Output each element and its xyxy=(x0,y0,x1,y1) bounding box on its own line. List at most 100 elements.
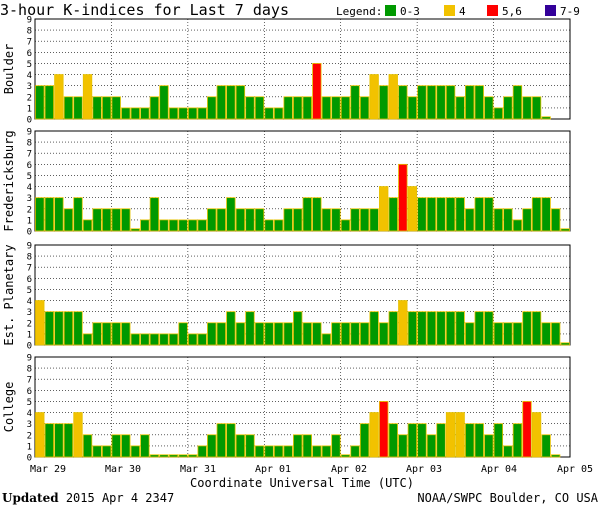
bar-1-32 xyxy=(340,219,351,232)
bar-0-3 xyxy=(63,96,74,120)
bar-2-33 xyxy=(350,322,360,346)
bar-1-29 xyxy=(312,197,322,232)
y-tick-label: 6 xyxy=(27,275,32,285)
bar-2-23 xyxy=(254,322,265,346)
bar-2-42 xyxy=(436,311,446,346)
panel-frame-3 xyxy=(34,356,571,458)
bar-3-15 xyxy=(178,454,188,458)
x-tick-label: Mar 30 xyxy=(105,464,141,475)
x-tick-label: Apr 05 xyxy=(557,464,593,475)
updated-timestamp: Updated 2015 Apr 4 2347 xyxy=(2,490,174,506)
bar-1-9 xyxy=(121,208,131,232)
y-tick-label: 6 xyxy=(27,49,32,59)
bar-3-42 xyxy=(436,423,446,458)
bar-1-43 xyxy=(445,197,456,232)
bar-0-4 xyxy=(73,96,83,120)
bar-1-21 xyxy=(235,208,246,232)
bar-0-48 xyxy=(493,107,504,120)
bar-1-17 xyxy=(197,219,207,232)
bar-2-12 xyxy=(149,333,160,346)
bar-3-32 xyxy=(340,454,351,458)
x-tick-label: Apr 01 xyxy=(255,464,291,475)
bar-1-12 xyxy=(149,197,160,232)
bar-0-40 xyxy=(417,85,427,120)
y-tick-label: 2 xyxy=(27,205,32,215)
bar-1-6 xyxy=(92,208,102,232)
bar-1-35 xyxy=(369,208,379,232)
panel-label: Boulder xyxy=(2,44,16,95)
y-tick-label: 4 xyxy=(27,183,32,193)
y-tick-label: 0 xyxy=(27,116,32,126)
bar-1-46 xyxy=(474,197,484,232)
bar-2-26 xyxy=(283,322,293,346)
y-tick-label: 7 xyxy=(27,376,32,386)
updated-label: Updated xyxy=(2,491,59,505)
bar-3-24 xyxy=(264,445,274,458)
bar-3-2 xyxy=(54,423,64,458)
y-tick-label: 3 xyxy=(27,420,32,430)
bar-2-3 xyxy=(63,311,74,346)
bar-3-25 xyxy=(273,445,284,458)
x-tick-label: Apr 04 xyxy=(481,464,517,475)
bar-3-41 xyxy=(426,434,437,458)
panel-label: Fredericksburg xyxy=(2,130,16,231)
y-tick-label: 2 xyxy=(27,93,32,103)
bar-1-19 xyxy=(216,208,226,232)
bar-1-39 xyxy=(407,186,418,232)
bar-0-38 xyxy=(398,85,408,120)
bar-3-40 xyxy=(417,423,427,458)
bar-0-36 xyxy=(379,85,389,120)
bar-2-28 xyxy=(302,322,312,346)
bar-3-19 xyxy=(216,423,226,458)
bar-3-3 xyxy=(63,423,74,458)
bar-2-50 xyxy=(512,322,523,346)
y-tick-label: 8 xyxy=(27,253,32,263)
bar-0-27 xyxy=(293,96,303,120)
bar-0-37 xyxy=(388,74,398,120)
bar-0-53 xyxy=(541,116,551,120)
bar-3-28 xyxy=(302,434,312,458)
bar-0-21 xyxy=(235,85,246,120)
bar-3-53 xyxy=(541,434,551,458)
bar-2-29 xyxy=(312,322,322,346)
x-tick-label: Mar 31 xyxy=(180,464,216,475)
bar-3-17 xyxy=(197,445,207,458)
bar-1-25 xyxy=(273,219,284,232)
bar-2-27 xyxy=(293,311,303,346)
bar-2-45 xyxy=(465,322,475,346)
bar-1-4 xyxy=(73,197,83,232)
bar-0-15 xyxy=(178,107,188,120)
bar-1-53 xyxy=(541,197,551,232)
bar-1-38 xyxy=(398,163,408,232)
x-tick-label: Apr 03 xyxy=(406,464,442,475)
bar-1-1 xyxy=(44,197,55,232)
bar-2-43 xyxy=(445,311,456,346)
bar-1-34 xyxy=(359,208,370,232)
bar-0-24 xyxy=(264,107,274,120)
bar-2-18 xyxy=(207,322,217,346)
bar-1-7 xyxy=(101,208,112,232)
k-index-chart: 3-hour K-indices for Last 7 days Legend: 0… xyxy=(0,1,593,490)
bar-1-52 xyxy=(531,197,542,232)
bar-0-32 xyxy=(340,96,351,120)
bar-3-49 xyxy=(503,445,513,458)
bar-1-44 xyxy=(455,197,465,232)
bar-2-31 xyxy=(331,322,341,346)
bar-2-0 xyxy=(35,300,45,346)
bar-3-9 xyxy=(121,434,131,458)
bar-2-16 xyxy=(187,333,198,346)
bar-2-53 xyxy=(541,322,551,346)
bar-3-14 xyxy=(168,454,179,458)
y-tick-label: 9 xyxy=(27,354,32,364)
panel-label: Est. Planetary xyxy=(2,244,16,345)
bar-2-6 xyxy=(92,322,102,346)
bar-3-1 xyxy=(44,423,55,458)
bar-1-13 xyxy=(159,219,169,232)
bar-2-4 xyxy=(73,311,83,346)
bar-2-40 xyxy=(417,311,427,346)
bar-2-5 xyxy=(82,333,93,346)
bar-0-29 xyxy=(312,63,322,120)
bar-1-28 xyxy=(302,197,312,232)
bar-3-21 xyxy=(235,434,246,458)
bar-3-6 xyxy=(92,445,102,458)
